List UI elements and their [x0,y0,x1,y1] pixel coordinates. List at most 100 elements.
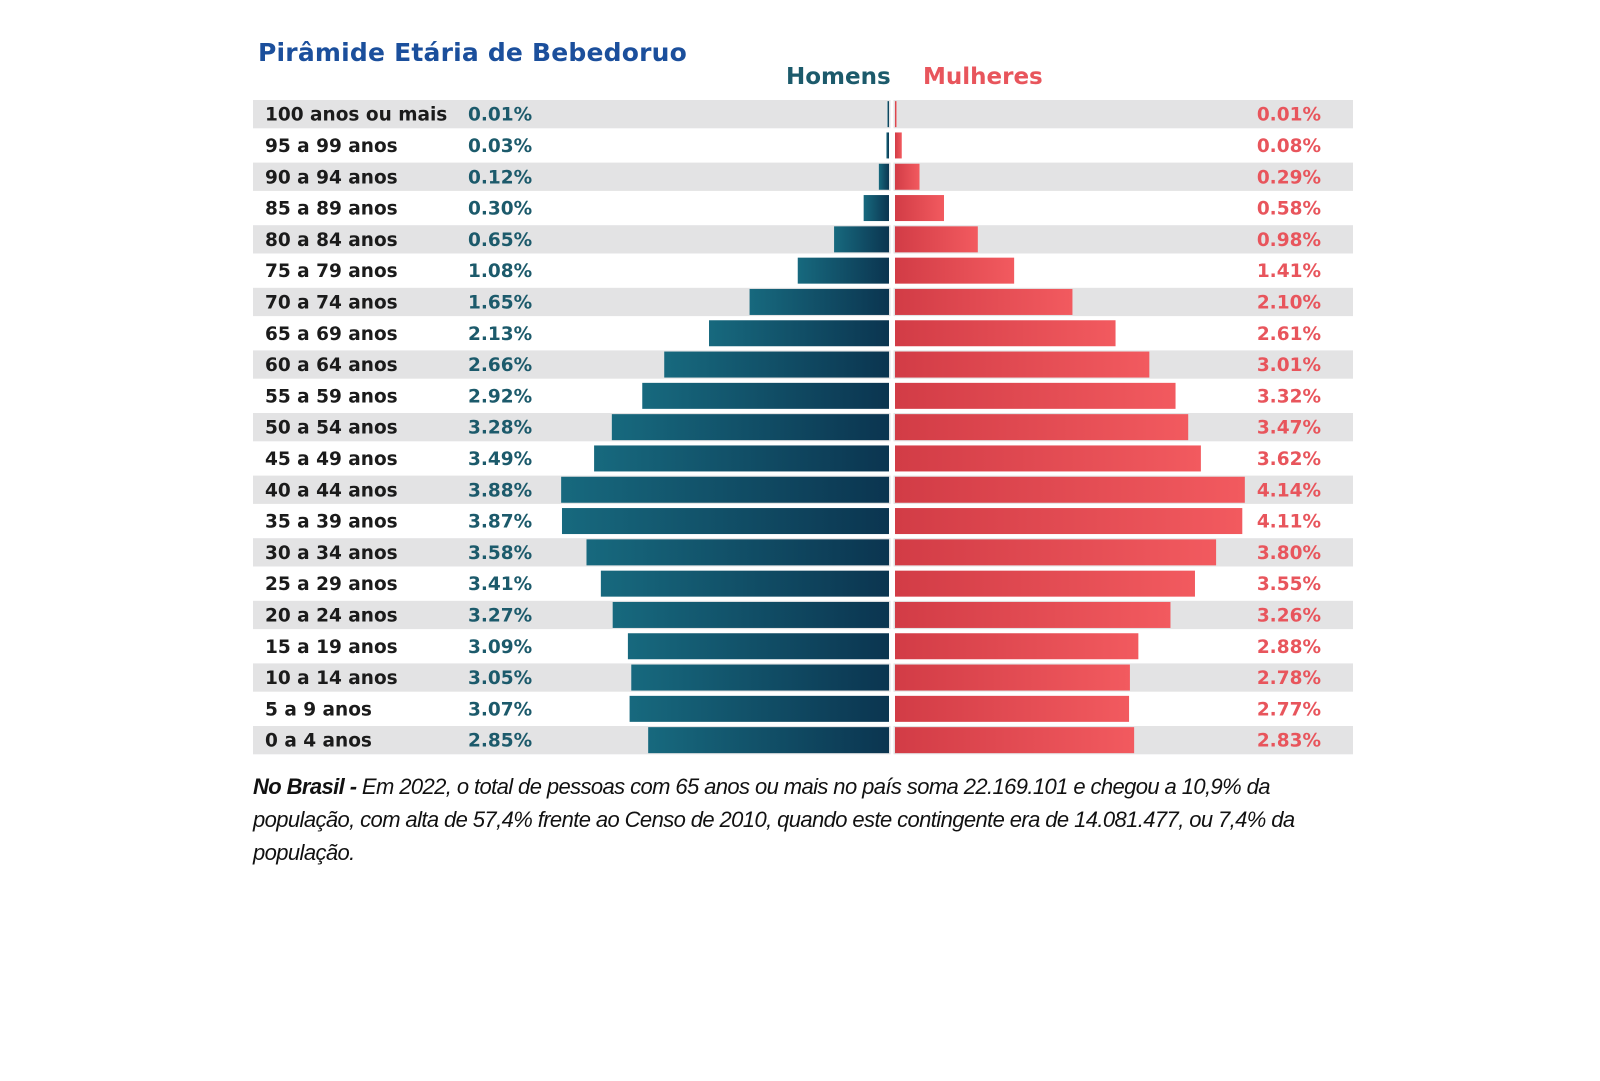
men-value-label: 3.07% [468,699,532,720]
men-value-label: 3.27% [468,605,532,626]
footnote-text: Em 2022, o total de pessoas com 65 anos … [253,774,1295,865]
bar-women [895,695,1130,722]
age-group-label: 70 a 74 anos [265,292,398,313]
age-group-label: 80 a 84 anos [265,230,398,251]
bar-women [895,351,1150,378]
row-background [253,225,1353,254]
row-background [253,162,1353,191]
bar-men [627,633,889,660]
age-group-label: 45 a 49 anos [265,449,398,470]
bar-women [895,132,902,159]
bar-women [895,163,920,190]
footnote-bold: No Brasil - [253,774,357,799]
men-value-label: 2.13% [468,324,532,345]
men-value-label: 3.88% [468,480,532,501]
men-value-label: 3.49% [468,449,532,470]
bar-men [629,695,889,722]
men-value-label: 1.65% [468,292,532,313]
men-value-label: 0.30% [468,199,532,220]
men-value-label: 3.87% [468,512,532,533]
women-value-label: 2.77% [1257,699,1321,720]
men-value-label: 3.28% [468,418,532,439]
age-group-label: 20 a 24 anos [265,605,398,626]
men-value-label: 3.41% [468,574,532,595]
men-value-label: 0.03% [468,136,532,157]
bar-women [895,727,1135,754]
women-value-label: 2.61% [1257,324,1321,345]
men-value-label: 2.66% [468,355,532,376]
bar-women [895,257,1015,284]
chart-title: Pirâmide Etária de Bebedoruo [258,38,688,67]
age-group-label: 10 a 14 anos [265,668,398,689]
men-value-label: 0.01% [468,105,532,126]
age-group-label: 90 a 94 anos [265,167,398,188]
age-group-label: 25 a 29 anos [265,574,398,595]
women-value-label: 0.58% [1257,199,1321,220]
bar-women [895,570,1195,597]
women-value-label: 3.47% [1257,418,1321,439]
legend-men: Homens [786,64,891,90]
age-group-label: 95 a 99 anos [265,136,398,157]
women-value-label: 0.01% [1257,105,1321,126]
bar-women [895,539,1217,566]
bar-women [895,382,1176,409]
bar-women [895,226,978,253]
bar-men [887,101,889,128]
age-group-label: 40 a 44 anos [265,480,398,501]
row-background [253,131,1353,160]
age-group-label: 30 a 34 anos [265,543,398,564]
bar-women [895,445,1201,472]
bar-men [642,382,889,409]
bar-women [895,288,1073,315]
age-group-label: 100 anos ou mais [265,105,447,126]
bar-men [600,570,889,597]
bar-men [878,163,889,190]
men-value-label: 0.12% [468,167,532,188]
bar-men [648,727,889,754]
age-group-label: 55 a 59 anos [265,386,398,407]
women-value-label: 2.83% [1257,731,1321,752]
women-value-label: 3.55% [1257,574,1321,595]
bar-men [631,664,889,691]
bar-women [895,601,1171,628]
bar-women [895,633,1139,660]
women-value-label: 2.88% [1257,637,1321,658]
men-value-label: 2.85% [468,731,532,752]
women-value-label: 3.01% [1257,355,1321,376]
bar-men [611,414,889,441]
women-value-label: 0.98% [1257,230,1321,251]
women-value-label: 4.14% [1257,480,1321,501]
women-value-label: 2.10% [1257,292,1321,313]
age-group-label: 5 a 9 anos [265,699,372,720]
bar-men [594,445,889,472]
women-value-label: 3.80% [1257,543,1321,564]
row-background [253,100,1353,129]
age-group-label: 60 a 64 anos [265,355,398,376]
population-pyramid: 100 anos ou mais 0.01% 0.01% 95 a 99 anos 0.… [253,100,1353,760]
bar-men [863,195,889,222]
bar-men [797,257,889,284]
bar-women [895,195,945,222]
bar-women [895,476,1245,503]
age-group-label: 85 a 89 anos [265,199,398,220]
row-background [253,193,1353,223]
age-group-label: 50 a 54 anos [265,418,398,439]
women-value-label: 3.62% [1257,449,1321,470]
men-value-label: 3.58% [468,543,532,564]
bar-men [561,508,889,535]
age-group-label: 15 a 19 anos [265,637,398,658]
bar-women [895,101,897,128]
women-value-label: 3.26% [1257,605,1321,626]
bar-men [586,539,889,566]
men-value-label: 0.65% [468,230,532,251]
bar-men [749,288,889,315]
men-value-label: 2.92% [468,386,532,407]
women-value-label: 3.32% [1257,386,1321,407]
women-value-label: 0.29% [1257,167,1321,188]
pyramid-svg: 100 anos ou mais 0.01% 0.01% 95 a 99 anos 0.… [253,100,1353,758]
women-value-label: 1.41% [1257,261,1321,282]
women-value-label: 0.08% [1257,136,1321,157]
age-group-label: 75 a 79 anos [265,261,398,282]
legend-women: Mulheres [923,64,1043,90]
men-value-label: 3.05% [468,668,532,689]
